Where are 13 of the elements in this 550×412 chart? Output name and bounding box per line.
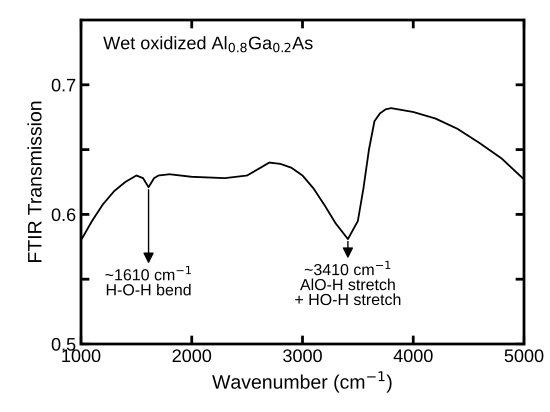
y-axis-title: FTIR Transmission	[27, 102, 42, 262]
y-tick-label: 0.5	[52, 338, 76, 351]
annotation: ~3410 cm$^{−1}$ AlO-H stretch + HO-H stretch	[295, 260, 400, 306]
y-tick-label: 0.6	[52, 208, 76, 222]
x-tick-label: 1000	[62, 349, 100, 362]
x-tick-label: 2000	[172, 349, 212, 362]
annotation: ~1610 cm$^{−1}$ H-O-H bend	[105, 266, 191, 296]
x-axis-title: Wavenumber (cm$^{−1}$)	[212, 371, 392, 393]
text: Wet oxidized Al$_{0.8}$Ga$_{0.2}$As	[103, 36, 313, 52]
x-tick-label: 4000	[394, 349, 433, 362]
y-tick-label: 0.7	[52, 78, 76, 92]
x-tick-label: 3000	[283, 349, 322, 362]
x-tick-label: 5000	[504, 349, 544, 362]
